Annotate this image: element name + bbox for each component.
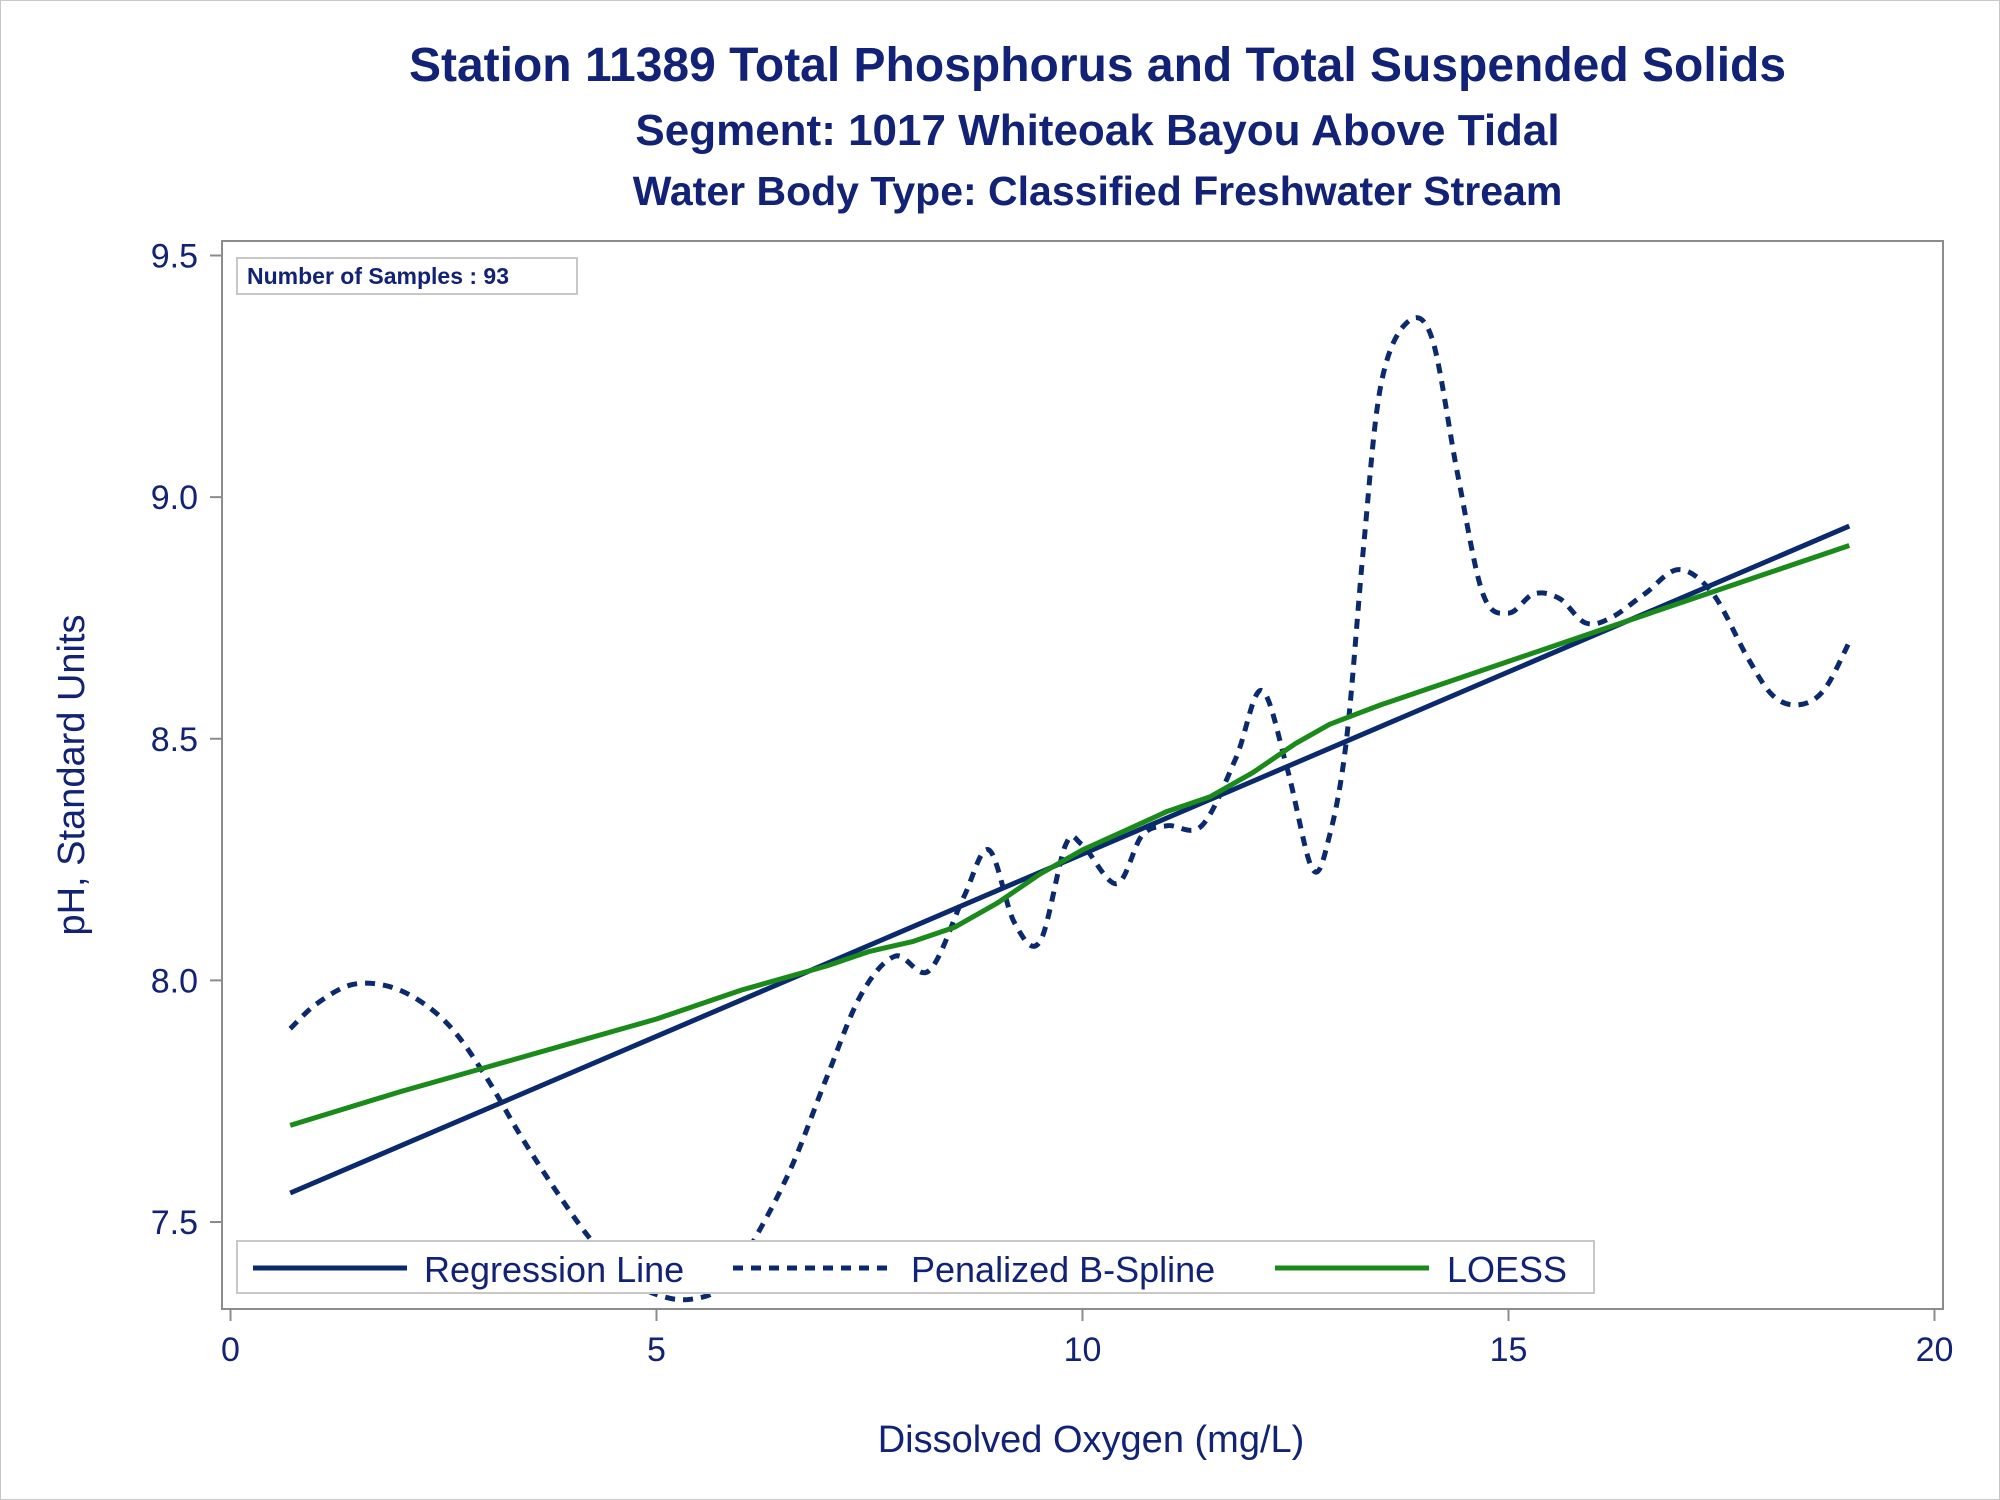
plot-area — [221, 240, 1944, 1310]
x-tick-label: 20 — [1916, 1331, 1954, 1369]
legend-label-penalized-b-spline: Penalized B-Spline — [911, 1249, 1215, 1290]
series-penalized-b-spline — [288, 315, 1852, 1303]
chart-subtitle-2: Water Body Type: Classified Freshwater S… — [632, 168, 1563, 214]
legend: Regression Line Penalized B-Spline LOESS — [236, 1240, 1595, 1294]
y-tick-label: 8.0 — [151, 962, 198, 1000]
y-tick-label: 7.5 — [151, 1204, 198, 1242]
chart-title: Station 11389 Total Phosphorus and Total… — [408, 39, 1787, 92]
inset-label: Number of Samples : 93 — [247, 263, 509, 289]
x-tick-label: 10 — [1064, 1331, 1102, 1369]
series-loess — [289, 543, 1851, 1128]
series-layer — [288, 315, 1852, 1303]
x-tick-label: 0 — [221, 1331, 240, 1369]
inset-box-border — [236, 257, 578, 295]
x-axis-label: Dissolved Oxygen (mg/L) — [878, 1419, 1305, 1461]
x-tick-label: 15 — [1490, 1331, 1528, 1369]
legend-label-regression-line: Regression Line — [424, 1249, 684, 1290]
legend-label-loess: LOESS — [1447, 1249, 1567, 1290]
y-tick-label: 9.5 — [151, 237, 198, 275]
y-tick-label: 9.0 — [151, 479, 198, 517]
x-axis: 0 5 10 15 20 — [221, 1308, 1954, 1369]
y-axis: 7.5 8.0 8.5 9.0 9.5 — [151, 237, 223, 1309]
y-tick-label: 8.5 — [151, 721, 198, 759]
y-axis-label: pH, Standard Units — [51, 614, 93, 935]
x-tick-label: 5 — [647, 1331, 666, 1369]
chart-subtitle: Segment: 1017 Whiteoak Bayou Above Tidal — [635, 106, 1560, 155]
inset-box: Number of Samples : 93 — [236, 257, 578, 295]
